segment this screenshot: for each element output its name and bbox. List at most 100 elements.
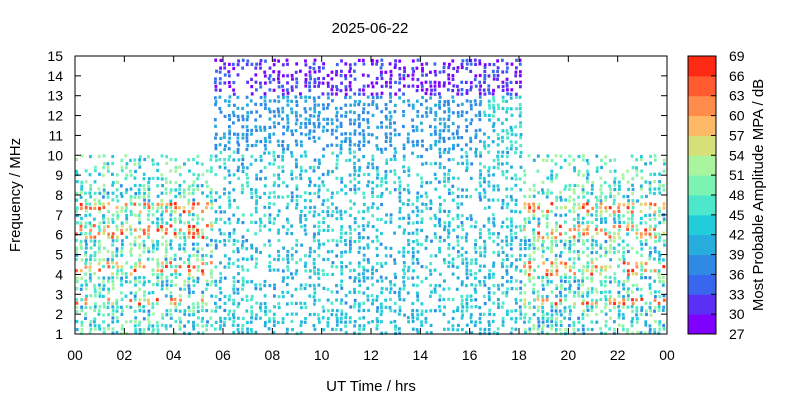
spectrogram-pixel [406,183,410,187]
spectrogram-pixel [630,220,634,224]
spectrogram-pixel [155,209,159,213]
spectrogram-pixel [564,273,567,277]
spectrogram-pixel [429,110,433,114]
spectrogram-pixel [657,187,661,191]
spectrogram-pixel [237,272,240,276]
spectrogram-pixel [545,272,549,276]
spectrogram-pixel [474,261,478,265]
spectrogram-pixel [155,320,159,325]
spectrogram-pixel [133,324,137,328]
spectrogram-pixel [657,272,661,276]
spectrogram-pixel [191,217,195,221]
spectrogram-pixel [568,154,572,158]
spectrogram-pixel [206,184,209,188]
spectrogram-pixel [116,217,119,221]
spectrogram-pixel [84,232,87,236]
spectrogram-pixel [528,279,532,283]
spectrogram-pixel [657,301,661,305]
spectrogram-pixel [581,221,585,225]
spectrogram-pixel [335,243,339,247]
spectrogram-pixel [179,220,182,224]
spectrogram-pixel [250,191,253,195]
spectrogram-pixel [455,132,459,136]
spectrogram-pixel [254,330,258,334]
spectrogram-pixel [111,316,115,320]
spectrogram-pixel [111,265,115,269]
spectrogram-pixel [460,221,464,225]
spectrogram-pixel [416,242,420,246]
colorbar-tick-label: 39 [729,247,745,263]
spectrogram-pixel [259,140,263,144]
spectrogram-pixel [120,324,124,328]
spectrogram-pixel [523,328,527,332]
spectrogram-pixel [286,202,290,206]
spectrogram-pixel [264,176,267,180]
spectrogram-pixel [259,128,263,132]
spectrogram-pixel [304,63,308,67]
spectrogram-pixel [590,251,594,255]
spectrogram-pixel [474,147,478,151]
colorbar-tick-label: 63 [729,88,745,104]
spectrogram-pixel [214,147,218,151]
spectrogram-pixel [420,309,424,313]
spectrogram-pixel [425,181,429,185]
spectrogram-pixel [84,221,88,225]
spectrogram-pixel [192,188,195,192]
spectrogram-pixel [393,180,396,185]
spectrogram-pixel [636,331,639,335]
spectrogram-pixel [438,210,442,214]
spectrogram-pixel [165,264,168,268]
spectrogram-pixel [421,144,424,148]
spectrogram-pixel [555,198,558,202]
spectrogram-pixel [384,147,387,151]
spectrogram-pixel [626,227,629,231]
spectrogram-pixel [138,242,142,246]
spectrogram-pixel [653,172,657,176]
spectrogram-pixel [210,250,213,254]
spectrogram-pixel [595,243,598,247]
spectrogram-pixel [654,319,657,323]
spectrogram-pixel [519,85,522,89]
spectrogram-pixel [160,199,163,203]
spectrogram-pixel [326,228,330,233]
spectrogram-pixel [348,136,352,141]
spectrogram-pixel [639,221,643,225]
spectrogram-pixel [457,176,460,180]
spectrogram-pixel [545,298,549,302]
spectrogram-pixel [393,121,396,125]
spectrogram-pixel [250,77,253,81]
spectrogram-pixel [483,254,487,258]
spectrogram-pixel [420,194,423,198]
spectrogram-pixel [443,179,446,184]
spectrogram-pixel [523,194,527,199]
spectrogram-pixel [662,239,666,243]
spectrogram-pixel [630,324,634,328]
spectrogram-pixel [156,202,160,206]
spectrogram-pixel [367,132,371,136]
spectrogram-pixel [627,273,630,277]
spectrogram-pixel [464,257,468,261]
spectrogram-pixel [523,173,527,177]
spectrogram-pixel [483,146,487,150]
spectrogram-pixel [335,73,338,77]
spectrogram-pixel [438,246,441,251]
spectrogram-pixel [138,210,142,214]
spectrogram-pixel [461,161,464,166]
spectrogram-pixel [187,258,190,262]
spectrogram-pixel [335,158,339,162]
spectrogram-pixel [443,125,447,129]
spectrogram-pixel [330,264,334,269]
spectrogram-pixel [384,180,388,185]
spectrogram-pixel [380,70,383,74]
spectrogram-pixel [232,81,236,85]
spectrogram-pixel [586,220,589,224]
spectrogram-pixel [542,240,545,244]
spectrogram-pixel [232,150,236,154]
spectrogram-pixel [384,139,388,143]
spectrogram-pixel [478,59,482,63]
spectrogram-pixel [563,306,567,310]
spectrogram-pixel [639,287,643,291]
spectrogram-pixel [268,217,271,221]
x-tick-label: 12 [363,347,379,363]
spectrogram-pixel [398,59,402,63]
